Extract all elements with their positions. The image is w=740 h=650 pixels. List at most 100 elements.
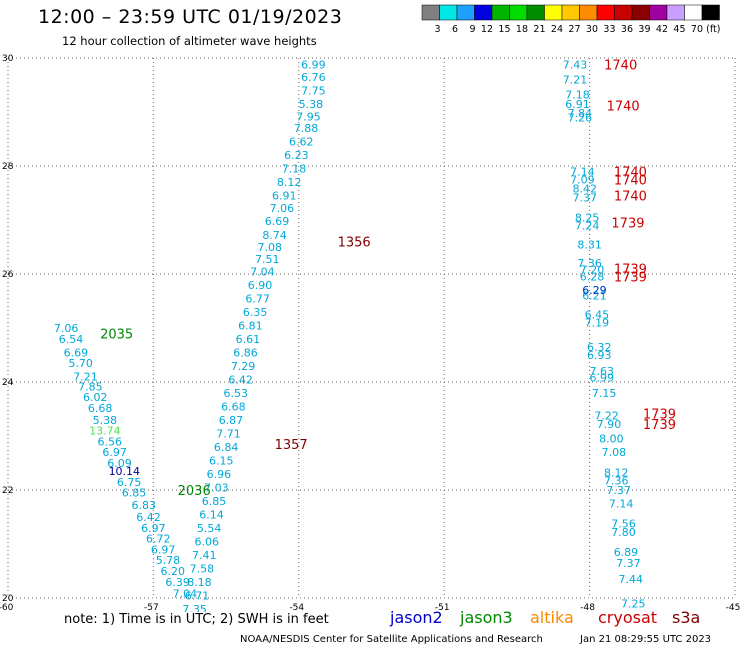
wave-height-label: 7.37 bbox=[573, 191, 598, 204]
y-tick-label: 24 bbox=[2, 378, 14, 388]
wave-height-label: 6.97 bbox=[102, 446, 127, 459]
wave-height-label: 5.70 bbox=[68, 357, 93, 370]
wave-height-label: 6.72 bbox=[146, 533, 171, 546]
wave-height-label: 7.19 bbox=[585, 317, 610, 330]
generation-timestamp: Jan 21 08:29:55 UTC 2023 bbox=[580, 634, 712, 645]
wave-height-label: 6.42 bbox=[136, 511, 161, 524]
y-tick-label: 26 bbox=[2, 270, 14, 280]
wave-height-label: 6.61 bbox=[236, 333, 261, 346]
legend-label: 21 bbox=[533, 24, 545, 35]
wave-height-label: 7.51 bbox=[255, 253, 280, 266]
legend-label: 39 bbox=[638, 24, 650, 35]
chart-title: 12:00 – 23:59 UTC 01/19/2023 bbox=[38, 6, 343, 28]
x-tick-label: -60 bbox=[0, 603, 14, 612]
wave-height-label: 8.42 bbox=[573, 183, 598, 196]
legend-s3a: s3a bbox=[672, 608, 701, 627]
wave-height-label: 6.20 bbox=[161, 565, 186, 578]
pass-time-label: 1739 bbox=[643, 407, 676, 422]
wave-height-label: 7.43 bbox=[563, 58, 588, 71]
wave-height-label: 7.26 bbox=[568, 111, 593, 124]
legend-label: 45 bbox=[673, 24, 685, 35]
wave-height-label: 7.29 bbox=[231, 360, 256, 373]
color-legend: 3 6 9 12 15 18 21 24 27 30 33 36 39 42 45 70 (ft) bbox=[421, 4, 721, 35]
wave-height-label: 7.04 bbox=[173, 588, 198, 601]
wave-height-label: 6.21 bbox=[582, 290, 607, 303]
pass-time-label: 1739 bbox=[611, 217, 644, 232]
wave-height-label: 6.97 bbox=[141, 522, 166, 535]
legend-label: 24 bbox=[551, 24, 563, 35]
wave-height-label: 6.42 bbox=[228, 373, 253, 386]
pass-time-label: 1740 bbox=[607, 100, 640, 115]
wave-height-label: 7.04 bbox=[250, 265, 275, 278]
wave-height-label: 7.41 bbox=[192, 549, 217, 562]
wave-height-label: 6.71 bbox=[185, 589, 210, 602]
wave-height-label: 6.62 bbox=[289, 136, 314, 149]
wave-height-label: 6.06 bbox=[194, 535, 219, 548]
wave-height-label: 6.45 bbox=[585, 309, 610, 322]
wave-height-label: 6.29 bbox=[582, 284, 607, 297]
x-tick-label: -48 bbox=[580, 603, 595, 612]
wave-height-label: 6.23 bbox=[284, 149, 309, 162]
x-tick-label: -54 bbox=[289, 603, 304, 612]
wave-height-label: 7.09 bbox=[570, 174, 595, 187]
wave-height-label: 6.89 bbox=[614, 546, 639, 559]
wave-height-label: 6.84 bbox=[214, 441, 239, 454]
pass-time-label: 1740 bbox=[604, 58, 637, 73]
wave-height-label: 7.35 bbox=[182, 603, 207, 612]
wave-height-label: 8.00 bbox=[599, 433, 624, 446]
pass-time-label: 2035 bbox=[100, 327, 133, 342]
y-tick-label: 30 bbox=[2, 54, 14, 64]
pass-time-label: 2036 bbox=[178, 484, 211, 499]
pass-time-label: 1356 bbox=[338, 236, 371, 251]
wave-height-label: 7.63 bbox=[589, 365, 614, 378]
pass-time-label: 1740 bbox=[614, 165, 647, 180]
wave-height-label: 6.02 bbox=[83, 391, 108, 404]
wave-height-label: 7.58 bbox=[190, 562, 215, 575]
wave-height-label: 7.14 bbox=[609, 498, 634, 511]
wave-height-label: 5.54 bbox=[197, 522, 222, 535]
legend-jason2: jason2 bbox=[390, 608, 443, 627]
wave-height-label: 7.03 bbox=[204, 481, 229, 494]
wave-height-label: 6.29 bbox=[582, 284, 607, 297]
wave-height-label: 8.12 bbox=[604, 467, 629, 480]
wave-height-label: 6.96 bbox=[207, 468, 232, 481]
wave-height-label: 10.14 bbox=[109, 465, 141, 478]
wave-height-label: 6.81 bbox=[238, 319, 263, 332]
wave-height-label: 6.28 bbox=[580, 271, 605, 284]
wave-height-label: 7.15 bbox=[592, 387, 617, 400]
legend-swatch bbox=[701, 4, 720, 21]
wave-height-label: 7.71 bbox=[216, 427, 241, 440]
wave-height-label: 6.39 bbox=[165, 576, 190, 589]
y-tick-label: 28 bbox=[2, 162, 14, 172]
wave-height-label: 6.99 bbox=[301, 58, 326, 71]
x-tick-label: -57 bbox=[144, 603, 159, 612]
wave-height-label: 8.74 bbox=[262, 229, 287, 242]
wave-height-label: 6.91 bbox=[272, 190, 297, 203]
wave-height-label: 6.35 bbox=[243, 306, 268, 319]
legend-label: 27 bbox=[568, 24, 580, 35]
pass-time-label: 1739 bbox=[643, 418, 676, 433]
wave-height-label: 7.22 bbox=[594, 409, 619, 422]
wave-height-label: 7.88 bbox=[294, 122, 319, 135]
wave-height-label: 7.75 bbox=[301, 84, 326, 97]
wave-height-label: 7.84 bbox=[568, 107, 593, 120]
wave-height-label: 5.38 bbox=[299, 98, 324, 111]
credit-line: NOAA/NESDIS Center for Satellite Applica… bbox=[240, 634, 543, 645]
x-tick-label: -45 bbox=[726, 603, 740, 612]
legend-label: 33 bbox=[603, 24, 615, 35]
wave-height-label: 6.68 bbox=[88, 402, 113, 415]
wave-height-label: 7.85 bbox=[78, 380, 103, 393]
wave-height-label: 6.54 bbox=[59, 333, 84, 346]
y-tick-label: 22 bbox=[2, 486, 13, 496]
y-tick-label: 20 bbox=[2, 594, 14, 604]
wave-height-label: 7.24 bbox=[575, 219, 600, 232]
wave-height-label: 6.68 bbox=[221, 400, 246, 413]
legend-label: 42 bbox=[656, 24, 668, 35]
wave-height-label: 7.06 bbox=[270, 202, 295, 215]
x-tick-label: -51 bbox=[435, 603, 450, 612]
wave-height-label: 7.80 bbox=[611, 526, 636, 539]
wave-height-label: 7.95 bbox=[296, 110, 321, 123]
wave-height-label: 6.69 bbox=[64, 346, 89, 359]
legend-label: (ft) bbox=[706, 24, 720, 35]
wave-height-label: 6.09 bbox=[107, 457, 132, 470]
